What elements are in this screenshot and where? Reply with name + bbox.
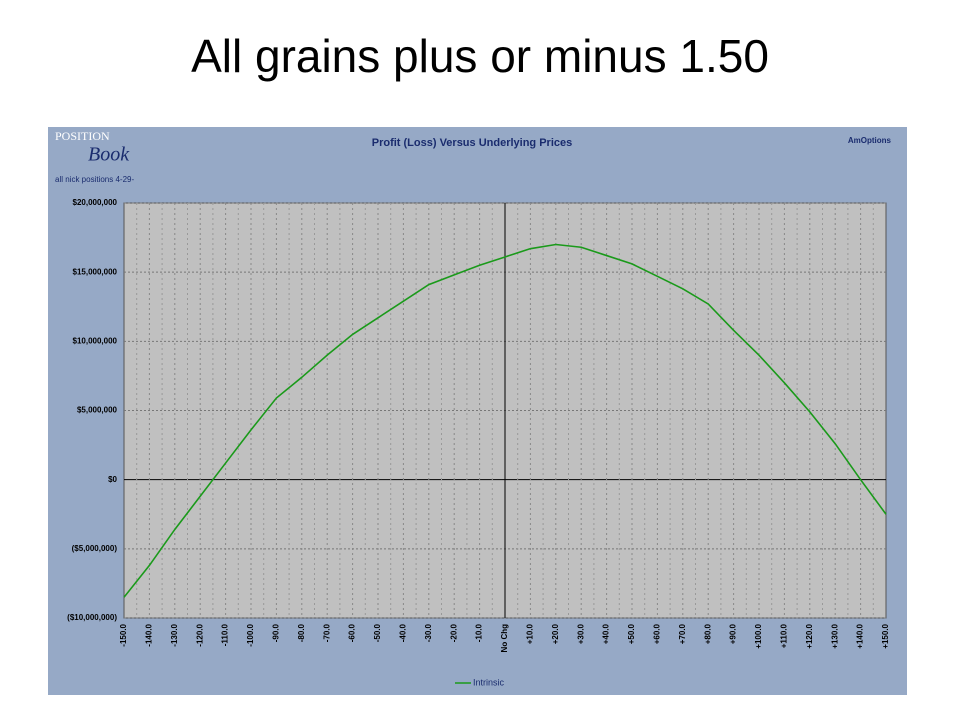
x-tick-label: +70.0 (678, 623, 687, 644)
logo-top: POSITION (55, 129, 110, 143)
y-tick-label: $20,000,000 (73, 198, 118, 207)
x-tick-label: +90.0 (729, 623, 738, 644)
x-tick-label: -80.0 (297, 623, 306, 642)
x-tick-label: +60.0 (653, 623, 662, 644)
x-tick-label: +50.0 (627, 623, 636, 644)
y-tick-label: $10,000,000 (73, 336, 118, 345)
x-tick-label: +150.0 (881, 623, 890, 648)
x-tick-label: -120.0 (195, 623, 204, 646)
x-tick-label: -50.0 (373, 623, 382, 642)
x-tick-label: +80.0 (703, 623, 712, 644)
chart-subtitle: all nick positions 4-29- (55, 175, 134, 184)
x-tick-label: -100.0 (246, 623, 255, 646)
x-tick-label: +120.0 (805, 623, 814, 648)
logo-bottom: Book (88, 144, 130, 166)
x-tick-label: -30.0 (424, 623, 433, 642)
x-tick-label: -90.0 (272, 623, 281, 642)
x-tick-label: +130.0 (830, 623, 839, 648)
x-tick-label: -40.0 (399, 623, 408, 642)
x-tick-label: No Chg (500, 624, 509, 653)
x-tick-label: +10.0 (526, 623, 535, 644)
data-line (123, 243, 887, 598)
x-tick-label: -150.0 (119, 623, 128, 646)
x-tick-label: -20.0 (449, 623, 458, 642)
chart-title: Profit (Loss) Versus Underlying Prices (372, 137, 573, 149)
x-tick-label: -70.0 (322, 623, 331, 642)
y-tick-label: $0 (108, 475, 117, 484)
y-tick-label: $5,000,000 (77, 406, 118, 415)
y-tick-label: ($10,000,000) (67, 613, 117, 622)
brand-label: AmOptions (848, 136, 892, 145)
x-tick-label: -110.0 (221, 623, 230, 646)
x-tick-label: +100.0 (754, 623, 763, 648)
y-tick-label: ($5,000,000) (72, 544, 118, 553)
x-tick-label: +40.0 (602, 623, 611, 644)
x-tick-label: -10.0 (475, 623, 484, 642)
x-tick-label: -60.0 (348, 623, 357, 642)
slide-title: All grains plus or minus 1.50 (191, 30, 769, 82)
x-tick-label: +110.0 (780, 623, 789, 648)
y-tick-label: $15,000,000 (73, 267, 118, 276)
x-tick-label: -140.0 (145, 623, 154, 646)
x-tick-label: +20.0 (551, 623, 560, 644)
legend-label: Intrinsic (473, 677, 505, 687)
x-tick-label: +140.0 (856, 623, 865, 648)
x-tick-label: +30.0 (576, 623, 585, 644)
x-tick-label: -130.0 (170, 623, 179, 646)
